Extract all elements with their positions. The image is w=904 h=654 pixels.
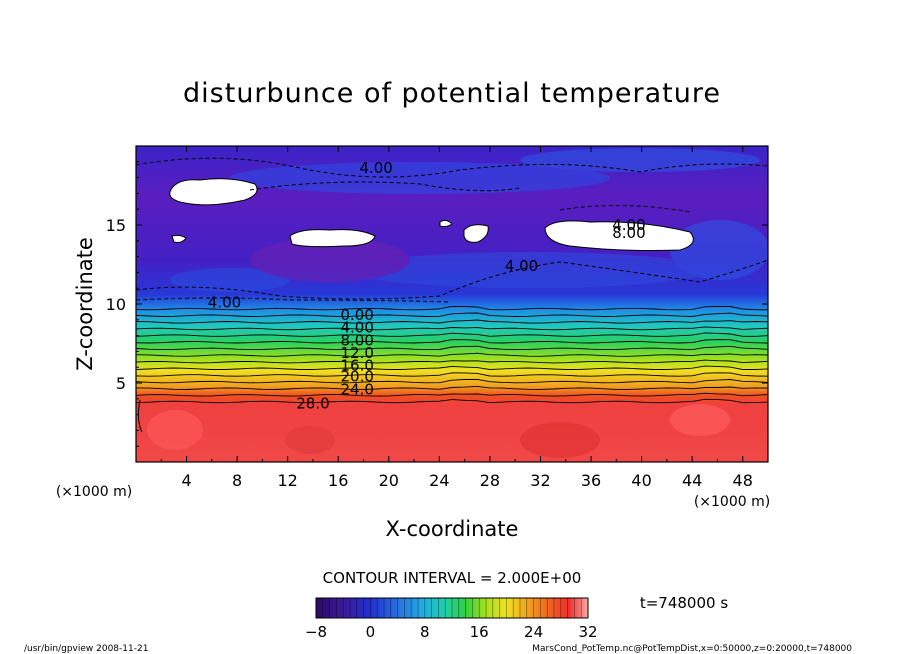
field-patches [170, 148, 768, 292]
contour-labels: 4.004.008.004.004.000.004.008.0012.016.0… [208, 159, 646, 412]
contour-label: 8.00 [612, 224, 645, 242]
z-unit-label: (×1000 m) [56, 484, 132, 500]
masked-regions [169, 178, 694, 251]
contour-line [136, 339, 768, 344]
contour-line [136, 319, 768, 324]
contour-line [136, 305, 768, 311]
x-tick-label: 44 [682, 471, 702, 490]
contour-line [136, 326, 768, 331]
contour-line [136, 312, 768, 317]
x-tick-label: 24 [429, 471, 449, 490]
colorbar-tick-label: 24 [524, 623, 543, 641]
colorbar-bands [322, 598, 582, 618]
x-tick-label: 36 [581, 471, 601, 490]
contour-label: 4.00 [340, 319, 373, 337]
colorbar-tick-label: 0 [366, 623, 376, 641]
y-tick-label: 15 [106, 216, 126, 235]
x-tick-label: 4 [181, 471, 191, 490]
y-tick-label: 10 [106, 295, 126, 314]
contour-line [136, 392, 768, 397]
y-axis-label: Z-coordinate [73, 237, 97, 371]
contour-label: 4.00 [208, 293, 241, 311]
contour-label: 4.00 [505, 257, 538, 275]
footer-right: MarsCond_PotTemp.nc@PotTempDist,x=0:5000… [532, 644, 852, 654]
colorbar-tick-label: 16 [470, 623, 489, 641]
footer-left: /usr/bin/gpview 2008-11-21 [24, 644, 148, 654]
x-tick-label: 12 [278, 471, 298, 490]
x-tick-label: 32 [530, 471, 550, 490]
contour-label: 28.0 [296, 395, 329, 413]
chart-title: disturbunce of potential temperature [183, 78, 721, 109]
lower-region-blobs [147, 404, 730, 458]
contour-line [136, 372, 768, 377]
x-tick-label: 40 [631, 471, 651, 490]
x-tick-label: 16 [328, 471, 348, 490]
colorbar: −8 0 8 16 24 32 [305, 597, 598, 641]
contour-line [136, 352, 768, 357]
contour-line [136, 398, 768, 404]
colorbar-tick-label: 32 [578, 623, 597, 641]
y-axis: 5 10 15 [106, 161, 768, 447]
x-unit-label: (×1000 m) [694, 494, 770, 510]
contour-label: 12.0 [340, 344, 373, 362]
contour-interval-label: CONTOUR INTERVAL = 2.000E+00 [323, 569, 582, 587]
contour-line [136, 359, 768, 364]
colorbar-tick-label: 8 [420, 623, 430, 641]
colorbar-ticks: −8 0 8 16 24 32 [305, 623, 598, 641]
contour-line [136, 345, 768, 351]
contour-line [136, 332, 768, 337]
contour-label: 4.00 [612, 216, 645, 234]
x-tick-label: 28 [480, 471, 500, 490]
x-tick-label: 8 [232, 471, 242, 490]
y-tick-label: 5 [116, 374, 126, 393]
contour-label: 20.0 [340, 368, 373, 386]
contour-label: 0.00 [340, 306, 373, 324]
contour-label: 24.0 [340, 380, 373, 398]
x-axis-label: X-coordinate [386, 517, 519, 541]
dashed-contours [136, 157, 768, 303]
contour-label: 16.0 [340, 357, 373, 375]
contour-label: 4.00 [359, 159, 392, 177]
x-tick-label: 48 [733, 471, 753, 490]
contour-label: 8.00 [340, 331, 373, 349]
contour-line [136, 378, 768, 384]
contour-lines [136, 305, 768, 404]
contour-line [136, 385, 768, 390]
colorbar-tick-label: −8 [305, 623, 327, 641]
contour-field [136, 146, 768, 462]
x-axis: 4 8 12 16 20 24 28 32 36 40 44 48 [160, 146, 753, 490]
time-label: t=748000 s [640, 594, 728, 612]
contour-line [136, 365, 768, 370]
x-tick-label: 20 [379, 471, 399, 490]
